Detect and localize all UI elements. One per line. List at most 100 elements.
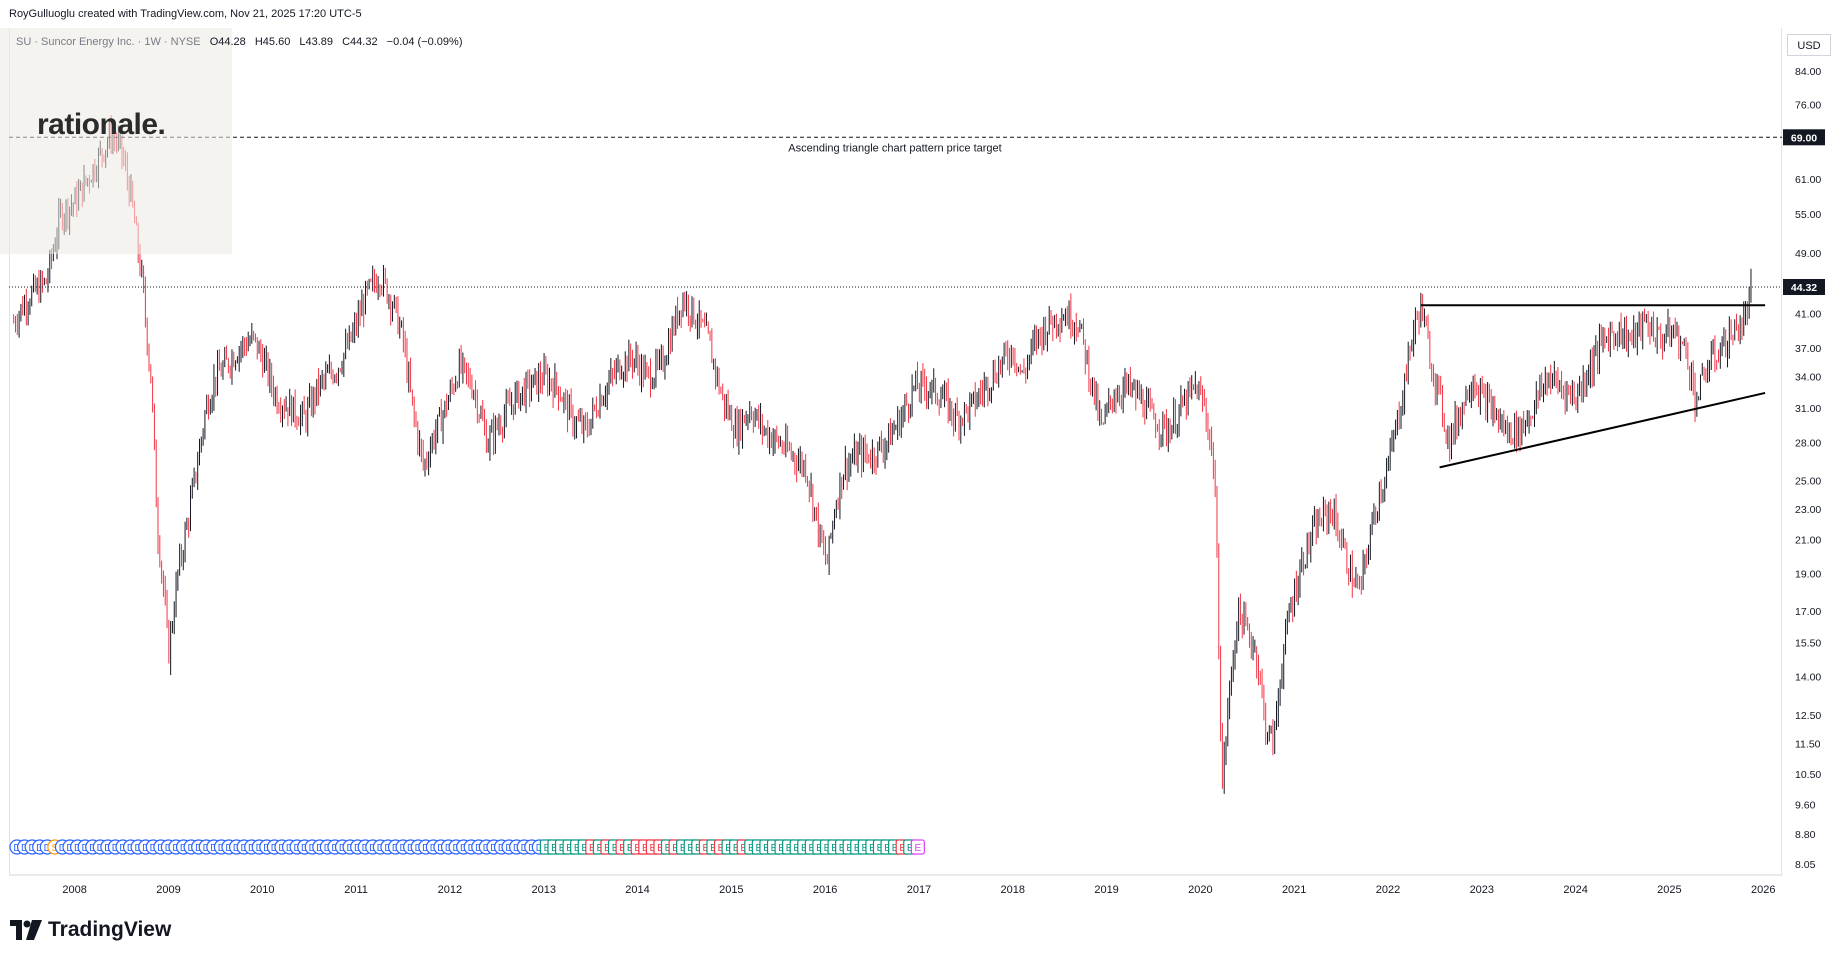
svg-text:D: D bbox=[301, 843, 308, 854]
svg-text:D: D bbox=[104, 843, 111, 854]
svg-text:E: E bbox=[786, 843, 793, 854]
svg-text:E: E bbox=[778, 843, 785, 854]
svg-text:D: D bbox=[36, 843, 43, 854]
svg-text:E: E bbox=[619, 843, 626, 854]
symbol-name: SU · Suncor Energy Inc. · 1W · NYSE bbox=[16, 36, 201, 48]
svg-text:E: E bbox=[756, 843, 763, 854]
price-tick-label: 11.50 bbox=[1795, 738, 1821, 750]
price-target-badge bbox=[1783, 129, 1825, 146]
svg-text:E: E bbox=[899, 843, 906, 854]
ohlc-change: −0.04 (−0.09%) bbox=[386, 36, 463, 48]
time-tick-label: 2022 bbox=[1376, 884, 1400, 896]
svg-text:D: D bbox=[452, 843, 459, 854]
svg-text:E: E bbox=[657, 843, 664, 854]
svg-text:D: D bbox=[339, 843, 346, 854]
candlestick-series bbox=[13, 115, 1752, 794]
time-tick-label: 2018 bbox=[1001, 884, 1025, 896]
time-tick-label: 2025 bbox=[1657, 884, 1681, 896]
plot-area[interactable] bbox=[9, 28, 1782, 875]
svg-text:E: E bbox=[763, 843, 770, 854]
svg-text:E: E bbox=[566, 843, 573, 854]
svg-text:D: D bbox=[521, 843, 528, 854]
svg-text:D: D bbox=[165, 843, 172, 854]
svg-text:D: D bbox=[119, 843, 126, 854]
time-tick-label: 2009 bbox=[156, 884, 180, 896]
svg-text:E: E bbox=[740, 843, 747, 854]
svg-text:E: E bbox=[627, 843, 634, 854]
svg-text:D: D bbox=[59, 843, 66, 854]
time-tick-label: 2026 bbox=[1751, 884, 1775, 896]
support-trendline[interactable] bbox=[1439, 391, 1766, 469]
price-tick-label: 31.00 bbox=[1795, 403, 1821, 415]
time-axis: 2008 2009 2010 2011 2012 2013 2014 2015 2016 2017… bbox=[62, 884, 1775, 896]
time-tick-label: 2014 bbox=[625, 884, 649, 896]
svg-text:D: D bbox=[286, 843, 293, 854]
svg-text:E: E bbox=[771, 843, 778, 854]
svg-text:D: D bbox=[377, 843, 384, 854]
svg-text:D: D bbox=[256, 843, 263, 854]
price-tick-label: 23.00 bbox=[1795, 504, 1821, 516]
svg-text:D: D bbox=[210, 843, 217, 854]
svg-text:E: E bbox=[793, 843, 800, 854]
svg-text:E: E bbox=[680, 843, 687, 854]
last-price-badge-label: 44.32 bbox=[1791, 282, 1817, 294]
price-tick-label: 41.00 bbox=[1795, 308, 1821, 320]
price-tick-label: 8.05 bbox=[1795, 859, 1816, 871]
svg-text:D: D bbox=[468, 843, 475, 854]
svg-text:E: E bbox=[642, 843, 649, 854]
svg-text:D: D bbox=[422, 843, 429, 854]
svg-text:D: D bbox=[278, 843, 285, 854]
svg-text:E: E bbox=[816, 843, 823, 854]
tradingview-logo[interactable]: TradingView bbox=[10, 918, 171, 942]
watermark-logo: rationale. bbox=[37, 108, 166, 141]
price-tick-label: 55.00 bbox=[1795, 209, 1821, 221]
price-tick-label: 21.00 bbox=[1795, 535, 1821, 547]
svg-text:D: D bbox=[233, 843, 240, 854]
svg-text:D: D bbox=[218, 843, 225, 854]
price-target-label: Ascending triangle chart pattern price t… bbox=[788, 142, 1001, 154]
svg-text:E: E bbox=[634, 843, 641, 854]
svg-text:D: D bbox=[316, 843, 323, 854]
svg-text:D: D bbox=[66, 843, 73, 854]
svg-text:E: E bbox=[718, 843, 725, 854]
svg-text:D: D bbox=[142, 843, 149, 854]
svg-text:E: E bbox=[544, 843, 551, 854]
earnings-marker[interactable]: E bbox=[910, 839, 925, 855]
svg-text:E: E bbox=[801, 843, 808, 854]
ohlc-low: L43.89 bbox=[299, 36, 334, 48]
svg-text:E: E bbox=[892, 843, 899, 854]
chart-credit: RoyGulluoglu created with TradingView.co… bbox=[9, 8, 362, 20]
svg-text:E: E bbox=[809, 843, 816, 854]
svg-text:E: E bbox=[665, 843, 672, 854]
svg-text:E: E bbox=[672, 843, 679, 854]
symbol-legend[interactable]: SU · Suncor Energy Inc. · 1W · NYSE O44.… bbox=[16, 36, 469, 48]
svg-text:E: E bbox=[695, 843, 702, 854]
svg-text:E: E bbox=[725, 843, 732, 854]
svg-text:E: E bbox=[869, 843, 876, 854]
watermark-logo-box bbox=[0, 28, 232, 254]
price-tick-label: 28.00 bbox=[1795, 437, 1821, 449]
last-price-badge bbox=[1783, 279, 1825, 296]
price-tick-label: 15.50 bbox=[1795, 637, 1821, 649]
price-tick-label: 37.00 bbox=[1795, 343, 1821, 355]
time-tick-label: 2021 bbox=[1282, 884, 1306, 896]
price-tick-label: 17.00 bbox=[1795, 606, 1821, 618]
svg-text:D: D bbox=[225, 843, 232, 854]
svg-text:E: E bbox=[597, 843, 604, 854]
svg-text:D: D bbox=[437, 843, 444, 854]
price-target-badge-label: 69.00 bbox=[1791, 132, 1817, 144]
currency-label[interactable]: USD bbox=[1787, 34, 1831, 56]
price-tick-label: 34.00 bbox=[1795, 372, 1821, 384]
svg-text:E: E bbox=[733, 843, 740, 854]
svg-text:E: E bbox=[589, 843, 596, 854]
svg-text:D: D bbox=[150, 843, 157, 854]
tradingview-mark-icon bbox=[10, 920, 42, 940]
price-tick-label: 14.00 bbox=[1795, 672, 1821, 684]
svg-text:E: E bbox=[710, 843, 717, 854]
svg-text:D: D bbox=[513, 843, 520, 854]
svg-text:E: E bbox=[687, 843, 694, 854]
svg-text:E: E bbox=[907, 843, 914, 854]
price-tick-label: 49.00 bbox=[1795, 248, 1821, 260]
